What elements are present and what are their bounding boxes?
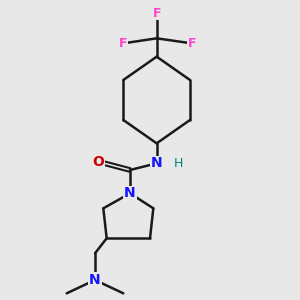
Text: N: N (124, 186, 136, 200)
Text: H: H (174, 157, 183, 170)
Text: N: N (151, 156, 163, 170)
Text: N: N (89, 273, 101, 287)
Text: O: O (92, 155, 104, 169)
Text: F: F (152, 7, 161, 20)
Text: F: F (188, 37, 196, 50)
Text: F: F (119, 37, 128, 50)
